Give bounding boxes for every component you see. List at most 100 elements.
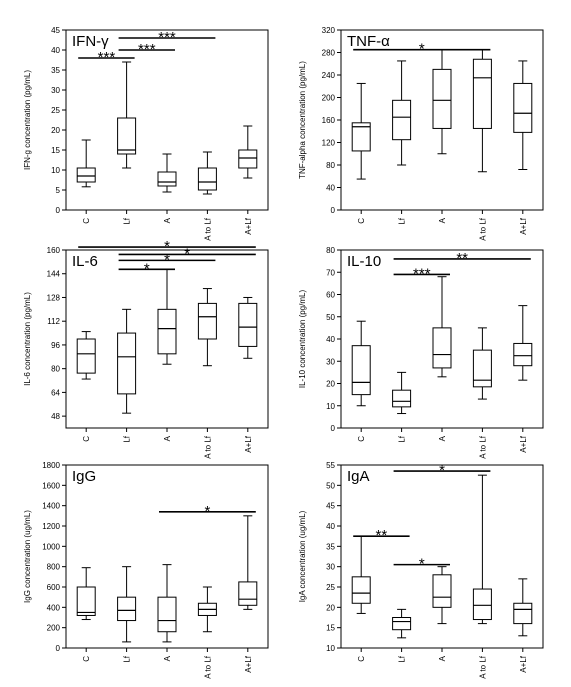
y-tick-label: 45 [326, 502, 335, 511]
y-tick-label: 30 [326, 357, 335, 366]
iqr-box [472, 58, 492, 129]
x-tick-label: A [438, 217, 447, 223]
x-tick-label: A to Lf [203, 655, 212, 678]
x-tick-label: A+Lf [519, 435, 528, 452]
chart-panel-5: IgA 10 15 20 25 30 35 40 45 50 55 IgA concentration… [298, 461, 544, 679]
y-tick-label: 10 [326, 644, 335, 653]
box-c [351, 320, 371, 407]
y-tick-label: 160 [47, 246, 61, 255]
y-tick-label: 30 [326, 563, 335, 572]
y-tick-label: 45 [51, 26, 60, 35]
significance-label: * [164, 251, 170, 268]
significance-label: ** [376, 527, 388, 544]
y-tick-label: 1600 [42, 481, 60, 490]
y-tick-label: 112 [47, 317, 60, 326]
box-a-lf [513, 60, 533, 170]
y-tick-label: 1200 [42, 522, 60, 531]
iqr-box [392, 99, 412, 141]
x-tick-label: C [82, 436, 91, 442]
x-tick-label: A [163, 217, 172, 223]
iqr-box [157, 596, 177, 633]
significance-label: *** [138, 41, 156, 58]
iqr-box [513, 342, 533, 367]
iqr-box [117, 117, 137, 155]
chart-panel-1: TNF-α 0 40 80 120 160 200 240 280 320 TNF-alpha co… [298, 26, 544, 241]
chart-title: IL-10 [347, 253, 381, 270]
box-a-to-lf [197, 586, 217, 633]
iqr-box [432, 574, 452, 608]
y-axis-label: IFN-g concentration (pg/mL) [23, 70, 32, 170]
box-a-to-lf [197, 288, 217, 367]
box-lf [392, 608, 412, 639]
box-a-to-lf [197, 151, 217, 195]
chart-panel-3: IL-10 0 10 20 30 40 50 60 70 80 IL-10 concentratio… [298, 246, 544, 459]
y-tick-label: 160 [322, 116, 336, 125]
box-c [76, 139, 96, 188]
y-tick-label: 800 [47, 563, 61, 572]
x-tick-label: A+Lf [519, 655, 528, 672]
iqr-box [392, 389, 412, 408]
y-tick-label: 35 [326, 542, 335, 551]
y-tick-label: 1800 [42, 461, 60, 470]
y-tick-label: 1400 [42, 502, 60, 511]
box-a-to-lf [472, 474, 492, 625]
x-tick-label: A [163, 435, 172, 441]
iqr-box [76, 167, 96, 183]
box-c [76, 331, 96, 380]
y-tick-label: 70 [326, 268, 335, 277]
iqr-box [351, 576, 371, 604]
y-tick-label: 10 [326, 402, 335, 411]
iqr-box [76, 338, 96, 374]
y-tick-label: 96 [51, 341, 60, 350]
x-tick-label: Lf [123, 217, 132, 224]
y-axis-label: IgG concentration (ug/mL) [23, 510, 32, 603]
iqr-box [513, 82, 533, 133]
box-lf [392, 371, 412, 415]
box-a [157, 564, 177, 643]
significance-label: * [164, 238, 170, 255]
iqr-box [238, 149, 258, 169]
y-tick-label: 40 [326, 522, 335, 531]
box-a-lf [238, 515, 258, 610]
y-tick-label: 280 [322, 49, 336, 58]
box-a-lf [238, 296, 258, 359]
chart-panel-2: IL-6 48 64 80 96 112 128 144 160 IL-6 concentrati… [23, 238, 269, 459]
iqr-box [157, 171, 177, 187]
y-tick-label: 15 [326, 624, 335, 633]
y-tick-label: 320 [322, 26, 336, 35]
significance-label: *** [98, 49, 116, 66]
iqr-box [432, 68, 452, 129]
significance-label: *** [413, 265, 431, 282]
iqr-box [351, 345, 371, 396]
iqr-box [117, 596, 137, 622]
y-tick-label: 60 [326, 291, 335, 300]
y-tick-label: 0 [56, 644, 61, 653]
x-tick-label: C [357, 436, 366, 442]
box-a-lf [513, 305, 533, 381]
box-c [351, 535, 371, 614]
iqr-box [76, 586, 96, 616]
y-axis-label: TNF-alpha concentration (pg/mL) [298, 61, 307, 179]
chart-title: IgG [72, 468, 96, 485]
y-tick-label: 25 [326, 583, 335, 592]
y-tick-label: 80 [326, 161, 335, 170]
box-c [76, 567, 96, 621]
box-a-to-lf [472, 327, 492, 400]
y-tick-label: 80 [51, 365, 60, 374]
iqr-box [238, 302, 258, 347]
significance-label: * [439, 462, 445, 479]
iqr-box [117, 332, 137, 395]
x-tick-label: A+Lf [244, 217, 253, 234]
x-tick-label: A+Lf [244, 655, 253, 672]
x-tick-label: A to Lf [203, 217, 212, 240]
y-tick-label: 5 [56, 186, 61, 195]
x-tick-label: A to Lf [478, 435, 487, 458]
chart-panel-4: IgG 0 200 400 600 800 1000 1200 1400 1600 1800 IgG … [23, 461, 269, 679]
y-tick-label: 200 [322, 94, 336, 103]
y-tick-label: 35 [51, 66, 60, 75]
y-axis-label: IL-6 concentration (pg/mL) [23, 292, 32, 386]
x-tick-label: A to Lf [203, 435, 212, 458]
iqr-box [472, 588, 492, 621]
y-tick-label: 10 [51, 166, 60, 175]
